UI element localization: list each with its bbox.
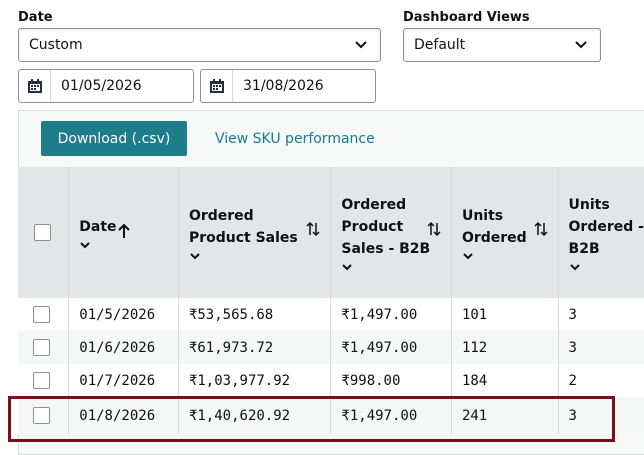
calendar-icon[interactable] <box>201 70 233 102</box>
cell-ordered-product-sales-b2b: ₹1,497.00 <box>330 298 452 331</box>
row-checkbox[interactable] <box>33 372 50 389</box>
chevron-down-icon <box>355 41 367 49</box>
chevron-down-icon <box>575 41 587 49</box>
row-checkbox[interactable] <box>33 339 50 356</box>
column-label-line: Product <box>341 218 404 235</box>
row-checkbox[interactable] <box>33 306 50 323</box>
cell-ordered-product-sales-b2b: ₹1,497.00 <box>330 397 452 434</box>
end-date-value: 31/08/2026 <box>243 78 324 94</box>
column-label-line: Units <box>568 196 610 213</box>
date-range-select[interactable]: Custom <box>18 28 381 62</box>
chevron-down-icon[interactable] <box>341 262 353 272</box>
cell-units-ordered-b2b: 3 <box>558 298 644 331</box>
cell-units-ordered: 112 <box>451 331 559 364</box>
cell-ordered-product-sales-b2b: ₹1,497.00 <box>330 331 452 364</box>
select-all-header <box>18 167 70 298</box>
row-checkbox[interactable] <box>33 407 50 424</box>
column-header-ordered-product-sales-b2b[interactable]: Ordered Product Sales - B2B <box>330 167 452 298</box>
chevron-down-icon[interactable] <box>462 251 474 261</box>
row-select-cell <box>18 298 70 331</box>
cell-ordered-product-sales: ₹1,40,620.92 <box>178 397 332 434</box>
cell-units-ordered-b2b: 3 <box>558 331 644 364</box>
row-select-cell <box>18 331 70 364</box>
cell-units-ordered: 184 <box>451 364 559 397</box>
row-select-cell <box>18 364 70 397</box>
column-label-line: B2B <box>568 240 600 257</box>
column-label-line: Ordered <box>461 229 527 246</box>
cell-ordered-product-sales: ₹61,973.72 <box>178 331 332 364</box>
cell-date: 01/8/2026 <box>68 397 179 434</box>
download-csv-button[interactable]: Download (.csv) <box>41 121 187 156</box>
cell-units-ordered-b2b: 2 <box>558 364 644 397</box>
column-label-line: Sales - B2B <box>341 240 431 257</box>
cell-units-ordered: 101 <box>451 298 559 331</box>
chevron-down-icon[interactable] <box>189 251 201 261</box>
column-label-line: Ordered <box>188 207 254 224</box>
end-date-input[interactable]: 31/08/2026 <box>200 69 376 103</box>
highlight-box <box>8 396 615 442</box>
cell-date: 01/7/2026 <box>68 364 179 397</box>
cell-units-ordered: 241 <box>451 397 559 434</box>
cell-ordered-product-sales: ₹1,03,977.92 <box>178 364 332 397</box>
column-label-date: Date <box>79 218 117 235</box>
cell-date: 01/6/2026 <box>68 331 179 364</box>
column-label-line: Product Sales <box>188 229 298 246</box>
column-header-units-ordered-b2b[interactable]: Units Ordered - B2B <box>558 167 644 298</box>
table-row: 01/5/2026 ₹53,565.68 ₹1,497.00 101 3 <box>18 298 644 331</box>
sales-table: Date Ordered Product Sales Ordered Produ… <box>18 167 644 434</box>
column-header-date[interactable]: Date <box>68 167 179 298</box>
column-header-ordered-product-sales[interactable]: Ordered Product Sales <box>178 167 332 298</box>
column-label-line: Units <box>461 207 504 224</box>
column-label-line: Ordered - <box>568 218 644 235</box>
row-select-cell <box>18 397 70 434</box>
date-filter-label: Date <box>18 10 53 25</box>
chevron-down-icon[interactable] <box>79 240 91 250</box>
cell-units-ordered-b2b: 3 <box>558 397 644 434</box>
sort-ascending-icon[interactable] <box>117 223 131 239</box>
cell-ordered-product-sales-b2b: ₹998.00 <box>330 364 452 397</box>
table-header-row: Date Ordered Product Sales Ordered Produ… <box>18 167 644 298</box>
date-range-value: Custom <box>29 37 83 53</box>
chevron-down-icon[interactable] <box>569 262 581 272</box>
sort-icon[interactable] <box>306 221 320 237</box>
table-row: 01/6/2026 ₹61,973.72 ₹1,497.00 112 3 <box>18 331 644 364</box>
start-date-input[interactable]: 01/05/2026 <box>18 69 194 103</box>
select-all-checkbox[interactable] <box>34 224 51 241</box>
sort-icon[interactable] <box>534 221 548 237</box>
dashboard-views-value: Default <box>414 37 466 53</box>
sort-icon[interactable] <box>427 221 441 237</box>
table-row: 01/8/2026 ₹1,40,620.92 ₹1,497.00 241 3 <box>18 397 644 434</box>
dashboard-views-select[interactable]: Default <box>403 28 601 62</box>
cell-ordered-product-sales: ₹53,565.68 <box>178 298 332 331</box>
cell-date: 01/5/2026 <box>68 298 179 331</box>
table-row: 01/7/2026 ₹1,03,977.92 ₹998.00 184 2 <box>18 364 644 397</box>
dashboard-views-label: Dashboard Views <box>403 10 530 25</box>
view-sku-performance-link[interactable]: View SKU performance <box>215 131 375 147</box>
column-label-line: Ordered <box>341 196 407 213</box>
calendar-icon[interactable] <box>19 70 51 102</box>
start-date-value: 01/05/2026 <box>61 78 142 94</box>
column-header-units-ordered[interactable]: Units Ordered <box>451 167 559 298</box>
